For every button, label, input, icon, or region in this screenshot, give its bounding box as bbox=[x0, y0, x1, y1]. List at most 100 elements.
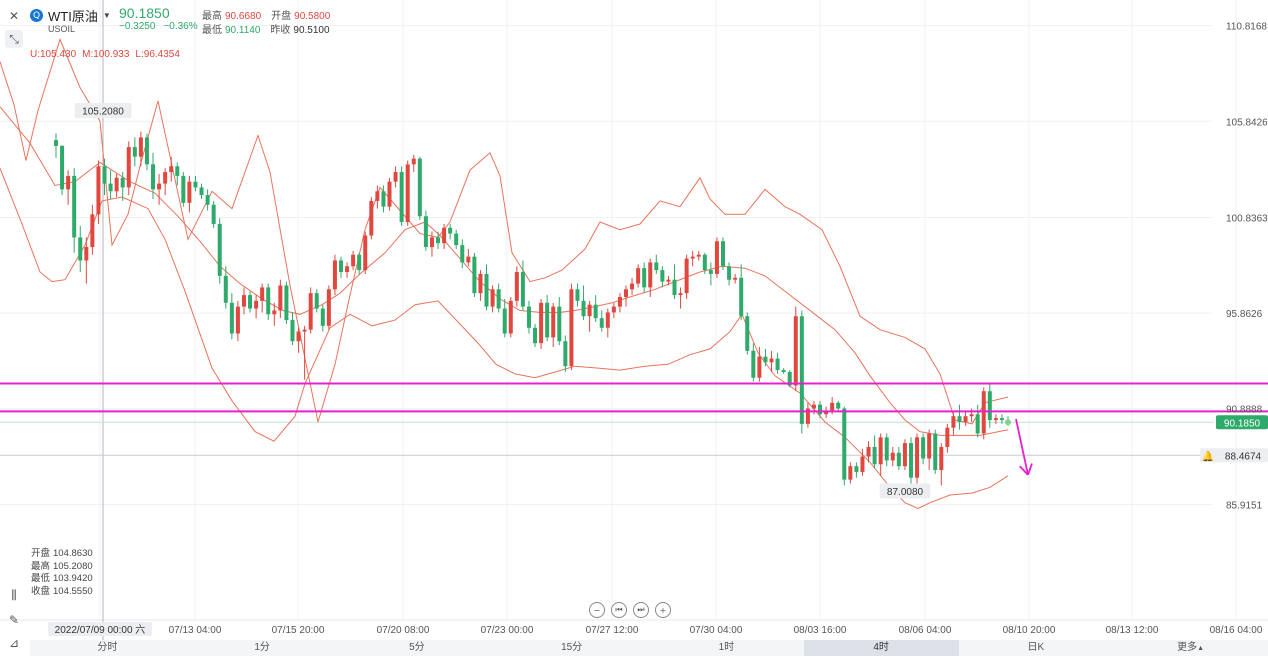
candle-body bbox=[757, 356, 762, 378]
candle-body bbox=[108, 183, 113, 192]
tf-1h[interactable]: 1时 bbox=[718, 642, 735, 653]
tf-1m[interactable]: 1分 bbox=[254, 642, 270, 653]
caret-up-icon: ▲ bbox=[1197, 645, 1205, 652]
candle-body bbox=[369, 200, 374, 236]
candle-body bbox=[314, 293, 319, 309]
candle bbox=[581, 285, 586, 321]
candle bbox=[623, 285, 628, 307]
candle-body bbox=[636, 268, 641, 284]
hover-high-value: 105.2080 bbox=[53, 560, 93, 572]
candle-body bbox=[921, 437, 926, 459]
candle bbox=[896, 446, 901, 471]
candle-body bbox=[672, 279, 677, 296]
candle bbox=[593, 295, 598, 322]
candle-body bbox=[357, 254, 362, 271]
candle bbox=[272, 302, 277, 326]
candle-body bbox=[175, 166, 180, 176]
caret-down-icon[interactable]: ▼ bbox=[102, 11, 111, 20]
candle-body bbox=[660, 270, 665, 282]
open-label: 开盘 bbox=[271, 11, 292, 22]
candle-body bbox=[405, 164, 410, 223]
candle-body bbox=[90, 214, 95, 248]
candle bbox=[575, 283, 580, 307]
candle-body bbox=[739, 277, 744, 317]
candle bbox=[933, 429, 938, 474]
hover-high-label: 最高 bbox=[31, 560, 51, 572]
candle-body bbox=[654, 262, 659, 271]
candle-body bbox=[217, 223, 222, 276]
candle-body bbox=[320, 308, 325, 326]
zoom-out-icon[interactable]: − bbox=[589, 602, 605, 618]
symbol-selector[interactable]: Q WTI原油 ▼ bbox=[30, 6, 111, 25]
tf-5m[interactable]: 5分 bbox=[409, 642, 425, 653]
candle bbox=[514, 266, 519, 307]
candle-body bbox=[684, 258, 689, 294]
candle bbox=[648, 258, 653, 298]
candle bbox=[727, 262, 732, 286]
candle-body bbox=[387, 181, 392, 207]
draw-line-icon[interactable]: ✎ bbox=[8, 613, 20, 627]
candle-body bbox=[811, 404, 816, 409]
candle-body bbox=[248, 295, 253, 309]
chart-nav: − ⏮ ⏭ + bbox=[589, 602, 671, 618]
tf-4h[interactable]: 4时 bbox=[803, 640, 959, 656]
candle-body bbox=[945, 427, 950, 447]
indicator-icon[interactable]: ⫼ bbox=[11, 587, 17, 602]
candle bbox=[563, 335, 568, 372]
candle bbox=[921, 433, 926, 465]
candle bbox=[138, 131, 143, 167]
candle-body bbox=[241, 295, 246, 307]
zoom-in-icon[interactable]: + bbox=[655, 602, 671, 618]
candle bbox=[114, 173, 119, 198]
jump-start-icon[interactable]: ⏮ bbox=[611, 602, 627, 618]
candle bbox=[199, 183, 204, 199]
tf-1d[interactable]: 日K bbox=[1027, 642, 1045, 653]
prev-close-value: 90.5100 bbox=[293, 25, 330, 36]
candle bbox=[375, 185, 380, 209]
x-tick-label: 2022/07/09 00:00 六 bbox=[55, 624, 146, 636]
candle bbox=[436, 231, 441, 249]
candle-body bbox=[593, 304, 598, 319]
candle-body bbox=[617, 297, 622, 307]
ruler-icon[interactable]: ⊿ bbox=[8, 636, 20, 650]
candle bbox=[90, 204, 95, 255]
candle-body bbox=[60, 145, 65, 190]
tf-15m[interactable]: 15分 bbox=[561, 642, 583, 653]
candle bbox=[721, 237, 726, 271]
jump-end-icon[interactable]: ⏭ bbox=[633, 602, 649, 618]
close-icon[interactable]: ✕ bbox=[8, 9, 20, 23]
candle-body bbox=[545, 302, 550, 338]
candlestick-chart[interactable]: 105.2080 87.0080 110.8168 105.8426 100.8363… bbox=[0, 0, 1268, 640]
candle-body bbox=[211, 204, 216, 224]
candle bbox=[351, 250, 356, 271]
hover-open-label: 开盘 bbox=[31, 548, 51, 559]
candle bbox=[951, 412, 956, 436]
candle bbox=[266, 283, 271, 321]
candle bbox=[108, 170, 113, 199]
candle-body bbox=[157, 183, 162, 190]
tf-tick[interactable]: 分时 bbox=[97, 642, 118, 653]
alert-price-text: 88.4674 bbox=[1225, 451, 1262, 462]
candle-body bbox=[132, 147, 137, 157]
candle bbox=[144, 133, 149, 171]
candle bbox=[739, 264, 744, 321]
candle-body bbox=[484, 273, 489, 307]
candle bbox=[478, 270, 483, 301]
open-value: 90.5800 bbox=[294, 11, 331, 22]
candle bbox=[302, 325, 307, 380]
candle bbox=[617, 293, 622, 313]
candle-body bbox=[278, 285, 283, 311]
candle bbox=[254, 295, 259, 319]
candle-body bbox=[96, 166, 101, 215]
tf-more[interactable]: 更多▲ bbox=[1113, 640, 1268, 656]
candle bbox=[181, 172, 186, 207]
candle bbox=[78, 225, 83, 273]
candle-body bbox=[714, 241, 719, 274]
change-value: −0.3250 bbox=[119, 21, 156, 32]
horizontal-lines bbox=[0, 382, 1268, 413]
collapse-icon[interactable]: ⤡ bbox=[5, 30, 23, 48]
candle-body bbox=[769, 358, 774, 363]
candle bbox=[957, 404, 962, 430]
candle bbox=[660, 266, 665, 288]
candle-body bbox=[478, 273, 483, 294]
